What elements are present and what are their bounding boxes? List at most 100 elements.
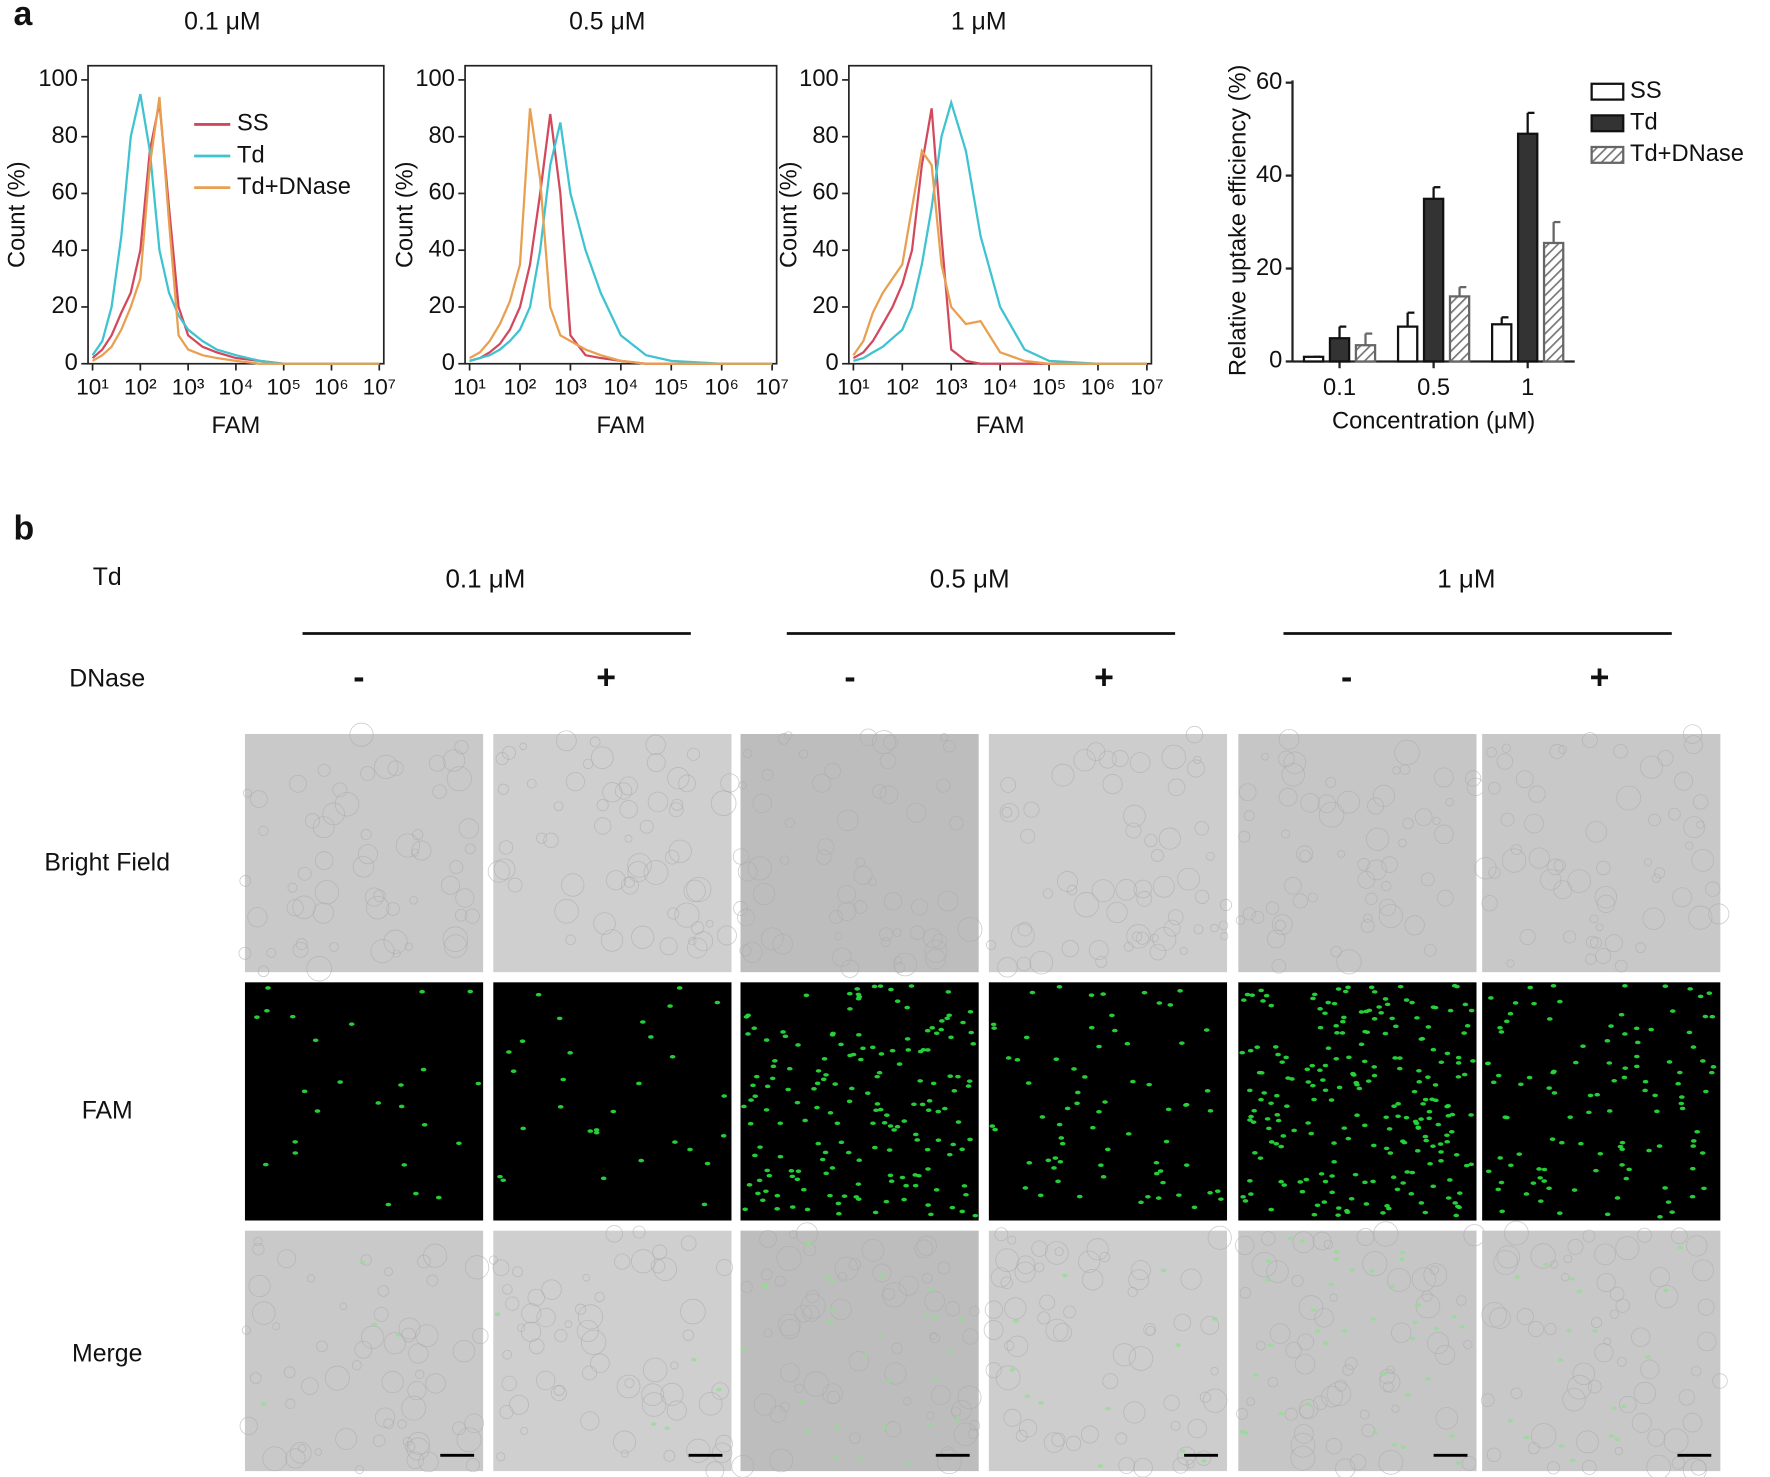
cell-signal	[1362, 1180, 1368, 1185]
cell-signal	[1273, 1141, 1280, 1146]
cell-signal	[1333, 1257, 1340, 1262]
microscopy-image	[493, 1230, 732, 1472]
cell-texture	[1235, 915, 1246, 925]
fluorescence-image	[244, 982, 484, 1221]
cell-signal	[1618, 1012, 1625, 1017]
cell-signal	[1257, 1156, 1264, 1160]
cell-signal	[1055, 1179, 1061, 1184]
cell-texture	[759, 1230, 777, 1248]
cell-signal	[1308, 1131, 1315, 1136]
cell-texture	[497, 783, 509, 795]
cell-signal	[1392, 1056, 1398, 1060]
cell-texture	[668, 802, 684, 818]
cell-signal	[1604, 1212, 1611, 1217]
cell-signal	[1278, 1411, 1285, 1416]
cell-texture	[1378, 903, 1403, 929]
cell-texture	[1631, 1412, 1652, 1433]
cell-texture	[1697, 1298, 1715, 1316]
cell-texture	[1111, 749, 1129, 767]
cell-texture	[1480, 1393, 1495, 1408]
cell-texture	[384, 1267, 393, 1277]
cell-texture	[1646, 1454, 1671, 1477]
cell-texture	[1609, 1309, 1620, 1319]
cell-signal	[766, 1173, 773, 1178]
cell-signal	[1702, 1014, 1709, 1019]
cell-signal	[944, 1016, 951, 1021]
cell-signal	[1710, 1065, 1717, 1069]
cell-texture	[1236, 1408, 1248, 1420]
cell-texture	[1361, 1423, 1376, 1438]
cell-signal	[1499, 1209, 1505, 1214]
cell-signal	[741, 1347, 747, 1351]
cell-texture	[779, 1318, 801, 1340]
y-tick-label: 80	[429, 123, 455, 149]
cell-texture	[555, 730, 577, 752]
cell-signal	[1498, 1030, 1505, 1034]
cell-signal	[917, 1079, 924, 1083]
cell-signal	[1571, 1188, 1578, 1192]
cell-texture	[1633, 1381, 1657, 1405]
cell-signal	[932, 1378, 939, 1382]
cell-signal	[946, 1013, 953, 1018]
cell-texture	[1404, 915, 1425, 936]
cell-signal	[1514, 1275, 1521, 1279]
cell-signal	[1550, 983, 1557, 988]
cell-signal	[741, 1104, 747, 1109]
cell-texture	[794, 1383, 804, 1393]
cell-texture	[1563, 1254, 1573, 1264]
cell-texture	[914, 1239, 933, 1259]
cell-texture	[520, 1321, 542, 1343]
cell-texture	[937, 890, 959, 912]
cell-texture	[680, 1298, 706, 1325]
cell-texture	[492, 1259, 510, 1277]
cell-signal	[1390, 1175, 1397, 1180]
cell-signal	[908, 984, 915, 988]
cell-texture	[641, 1392, 667, 1417]
cell-signal	[1052, 1156, 1059, 1160]
cell-signal	[1333, 1024, 1339, 1028]
cell-texture	[1540, 869, 1562, 891]
cell-texture	[406, 1451, 424, 1470]
cell-signal	[1275, 1118, 1282, 1123]
cell-signal	[1179, 1041, 1185, 1045]
cell-signal	[794, 1100, 801, 1105]
cell-texture	[1394, 739, 1420, 766]
cell-texture	[779, 855, 790, 865]
cell-texture	[829, 909, 844, 925]
cell-texture	[295, 938, 308, 950]
cell-signal	[854, 987, 861, 991]
cell-texture	[495, 752, 509, 766]
cell-texture	[1151, 849, 1164, 862]
cell-signal	[1278, 1179, 1284, 1184]
cell-signal	[877, 1107, 884, 1112]
cell-texture	[352, 855, 375, 878]
cell-signal	[1100, 1175, 1107, 1179]
y-tick-label: 20	[52, 293, 78, 319]
cell-signal	[930, 1081, 937, 1086]
cell-texture	[1420, 872, 1435, 887]
cell-signal	[648, 1035, 654, 1039]
y-axis-label: Count (%)	[4, 161, 30, 268]
microscopy-image	[1482, 1230, 1721, 1472]
y-tick-label: 80	[812, 123, 838, 149]
cell-texture	[1380, 880, 1392, 892]
cell-signal	[1429, 1097, 1435, 1102]
fluorescence-image	[493, 982, 732, 1221]
cell-texture	[995, 1365, 1021, 1391]
cell-signal	[804, 1207, 811, 1212]
cell-signal	[904, 1461, 911, 1465]
cell-texture	[1066, 1435, 1082, 1452]
cell-signal	[1400, 1445, 1407, 1450]
cell-signal	[1530, 1181, 1537, 1185]
cell-texture	[929, 1332, 937, 1340]
cell-signal	[1111, 1028, 1118, 1033]
cell-signal	[1363, 1202, 1370, 1206]
cell-texture	[1488, 866, 1501, 879]
cell-texture	[683, 879, 706, 902]
cell-signal	[1675, 1081, 1682, 1086]
cell-texture	[357, 844, 378, 865]
cell-signal	[1304, 1067, 1311, 1072]
cell-texture	[837, 901, 857, 921]
cell-signal	[1623, 1176, 1630, 1181]
cell-signal	[1709, 1014, 1716, 1019]
